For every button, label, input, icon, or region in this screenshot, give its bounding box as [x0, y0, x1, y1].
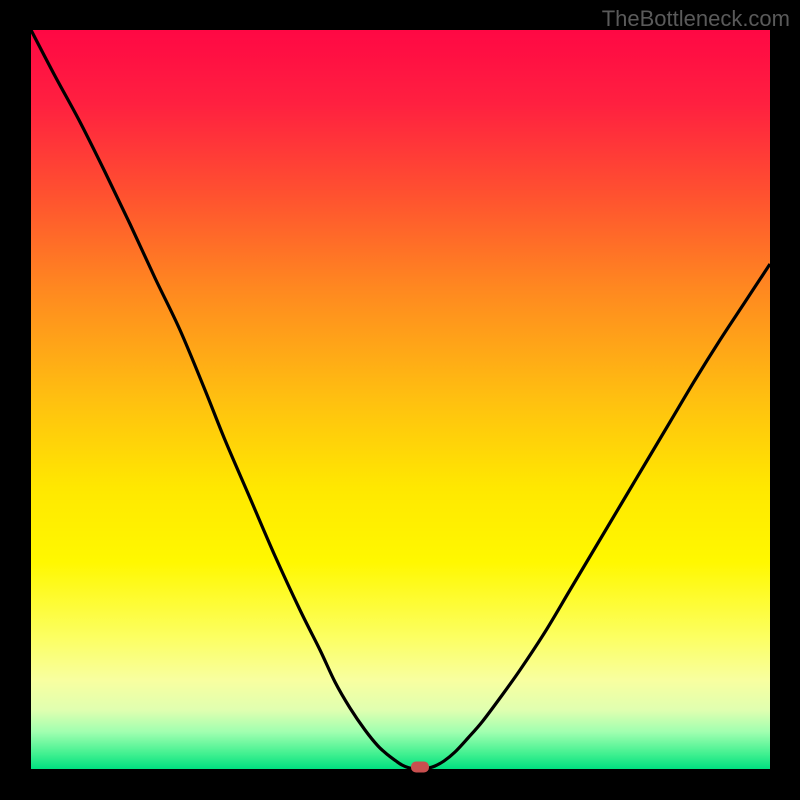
- bottleneck-chart: [0, 0, 800, 800]
- min-marker: [411, 762, 429, 773]
- watermark: TheBottleneck.com: [602, 6, 790, 32]
- gradient-background: [31, 30, 770, 769]
